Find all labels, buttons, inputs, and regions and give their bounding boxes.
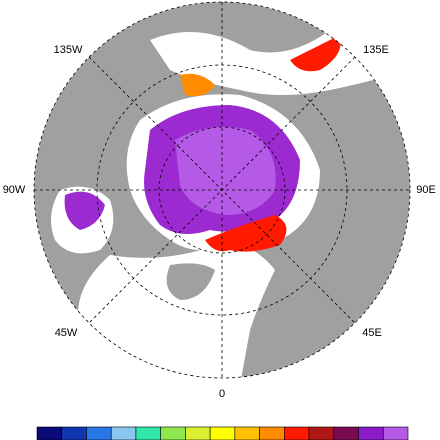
colorbar (36, 426, 409, 440)
longitude-label: 135E (363, 44, 389, 56)
map-body (34, 2, 410, 378)
colorbar-swatch (61, 426, 87, 440)
colorbar-swatch (259, 426, 285, 440)
colorbar-swatch (333, 426, 359, 440)
longitude-label: 90E (416, 184, 436, 196)
colorbar-swatch (308, 426, 335, 440)
longitude-label: 135W (54, 44, 83, 56)
colorbar-swatch (358, 426, 384, 440)
ice-edge (205, 215, 287, 252)
colorbar-swatch (36, 426, 63, 440)
hudson-ice (64, 191, 105, 230)
graticule (34, 2, 410, 378)
greenland-tip (166, 263, 215, 300)
colorbar-swatch (382, 426, 409, 440)
colorbar-swatch (234, 426, 260, 440)
colorbar-swatch (110, 426, 137, 440)
colorbar-swatch (86, 426, 112, 440)
latitude-circle (158, 126, 286, 254)
ice-edge-okhotsk (290, 35, 341, 72)
colorbar-swatch (209, 426, 236, 440)
longitude-label: 45W (55, 327, 78, 339)
map-border (33, 1, 411, 379)
colorbar-swatch (160, 426, 186, 440)
colorbar-swatch (185, 426, 211, 440)
longitude-label: 45E (362, 327, 382, 339)
meridian (88, 56, 356, 324)
longitude-label: 90W (3, 184, 26, 196)
atlantic-ocean (78, 240, 275, 378)
colorbar-swatch (284, 426, 310, 440)
longitude-label: 0 (219, 388, 225, 400)
ice-edge-pacific (180, 73, 215, 97)
sea-ice-core (175, 126, 276, 215)
colorbar-swatch (135, 426, 161, 440)
